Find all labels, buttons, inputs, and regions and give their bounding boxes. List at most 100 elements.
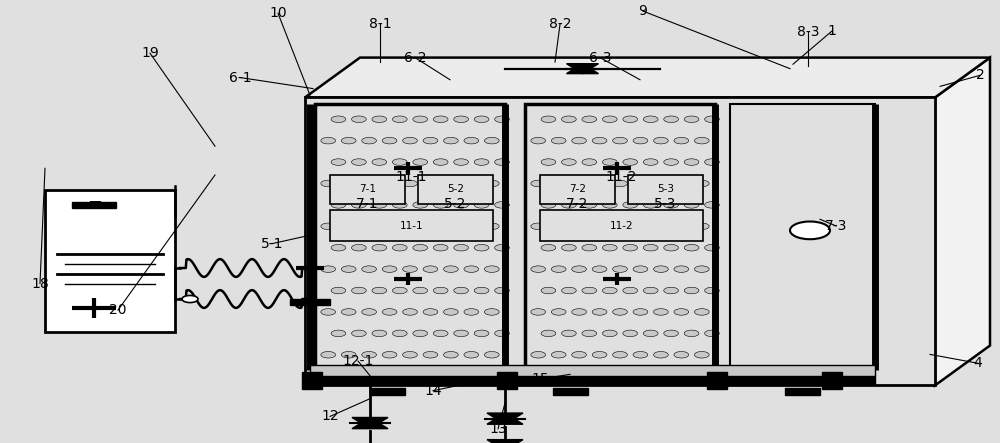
- Circle shape: [352, 287, 366, 294]
- Circle shape: [352, 116, 366, 123]
- Circle shape: [464, 266, 479, 272]
- Circle shape: [562, 202, 576, 208]
- Circle shape: [331, 245, 346, 251]
- Circle shape: [592, 180, 607, 187]
- Circle shape: [592, 223, 607, 229]
- Circle shape: [352, 245, 366, 251]
- Polygon shape: [487, 413, 523, 424]
- Circle shape: [551, 351, 566, 358]
- Circle shape: [454, 245, 468, 251]
- Circle shape: [321, 309, 336, 315]
- Circle shape: [495, 116, 509, 123]
- Circle shape: [423, 137, 438, 144]
- Circle shape: [562, 116, 576, 123]
- Circle shape: [582, 245, 597, 251]
- Circle shape: [633, 309, 648, 315]
- Circle shape: [623, 330, 638, 337]
- Circle shape: [413, 287, 428, 294]
- Text: 5-2: 5-2: [447, 184, 464, 194]
- Circle shape: [705, 202, 719, 208]
- Circle shape: [705, 159, 719, 165]
- Circle shape: [362, 351, 376, 358]
- Circle shape: [541, 159, 556, 165]
- Circle shape: [474, 287, 489, 294]
- Circle shape: [464, 180, 479, 187]
- Circle shape: [403, 351, 417, 358]
- Circle shape: [613, 266, 627, 272]
- Circle shape: [484, 351, 499, 358]
- Bar: [370, 388, 405, 395]
- Circle shape: [541, 287, 556, 294]
- Text: 10: 10: [269, 6, 287, 20]
- Circle shape: [484, 223, 499, 229]
- Circle shape: [413, 202, 428, 208]
- Polygon shape: [487, 413, 523, 424]
- Text: 6-2: 6-2: [404, 51, 426, 65]
- Bar: [72, 202, 116, 208]
- Circle shape: [433, 287, 448, 294]
- Circle shape: [444, 266, 458, 272]
- Circle shape: [413, 245, 428, 251]
- Circle shape: [633, 266, 648, 272]
- Circle shape: [331, 202, 346, 208]
- Circle shape: [623, 202, 638, 208]
- Circle shape: [674, 351, 689, 358]
- Circle shape: [633, 137, 648, 144]
- Circle shape: [444, 137, 458, 144]
- Circle shape: [643, 330, 658, 337]
- Circle shape: [602, 159, 617, 165]
- Circle shape: [664, 287, 678, 294]
- Text: 12-1: 12-1: [342, 354, 374, 368]
- Circle shape: [684, 330, 699, 337]
- Circle shape: [705, 245, 719, 251]
- Circle shape: [392, 159, 407, 165]
- Circle shape: [352, 159, 366, 165]
- Circle shape: [623, 245, 638, 251]
- Circle shape: [372, 202, 387, 208]
- Circle shape: [423, 351, 438, 358]
- Circle shape: [705, 116, 719, 123]
- Circle shape: [643, 116, 658, 123]
- Circle shape: [694, 266, 709, 272]
- Bar: [290, 299, 330, 305]
- Circle shape: [392, 202, 407, 208]
- Circle shape: [464, 137, 479, 144]
- Text: 7-1: 7-1: [356, 197, 378, 211]
- Text: 5-3: 5-3: [654, 197, 676, 211]
- Text: 7-3: 7-3: [825, 219, 847, 233]
- Circle shape: [321, 266, 336, 272]
- Circle shape: [331, 330, 346, 337]
- Text: 6-1: 6-1: [229, 70, 251, 85]
- Circle shape: [551, 180, 566, 187]
- Circle shape: [684, 245, 699, 251]
- Circle shape: [674, 223, 689, 229]
- Text: 5-2: 5-2: [444, 197, 466, 211]
- Text: 5-3: 5-3: [657, 184, 674, 194]
- Circle shape: [694, 223, 709, 229]
- Text: 15: 15: [531, 372, 549, 386]
- Circle shape: [684, 202, 699, 208]
- Circle shape: [602, 202, 617, 208]
- Circle shape: [321, 180, 336, 187]
- Polygon shape: [935, 58, 990, 385]
- Circle shape: [495, 287, 509, 294]
- Circle shape: [654, 223, 668, 229]
- Circle shape: [602, 287, 617, 294]
- Circle shape: [664, 202, 678, 208]
- Text: 7-1: 7-1: [359, 184, 376, 194]
- Bar: [330, 210, 493, 241]
- Circle shape: [694, 309, 709, 315]
- Circle shape: [531, 351, 546, 358]
- Bar: [785, 388, 820, 395]
- Bar: [540, 210, 703, 241]
- Circle shape: [454, 330, 468, 337]
- Circle shape: [572, 180, 586, 187]
- Text: −: −: [87, 194, 102, 212]
- Circle shape: [392, 330, 407, 337]
- Text: 4: 4: [974, 356, 982, 370]
- Circle shape: [562, 330, 576, 337]
- Circle shape: [454, 116, 468, 123]
- Circle shape: [694, 180, 709, 187]
- Circle shape: [423, 266, 438, 272]
- Circle shape: [684, 287, 699, 294]
